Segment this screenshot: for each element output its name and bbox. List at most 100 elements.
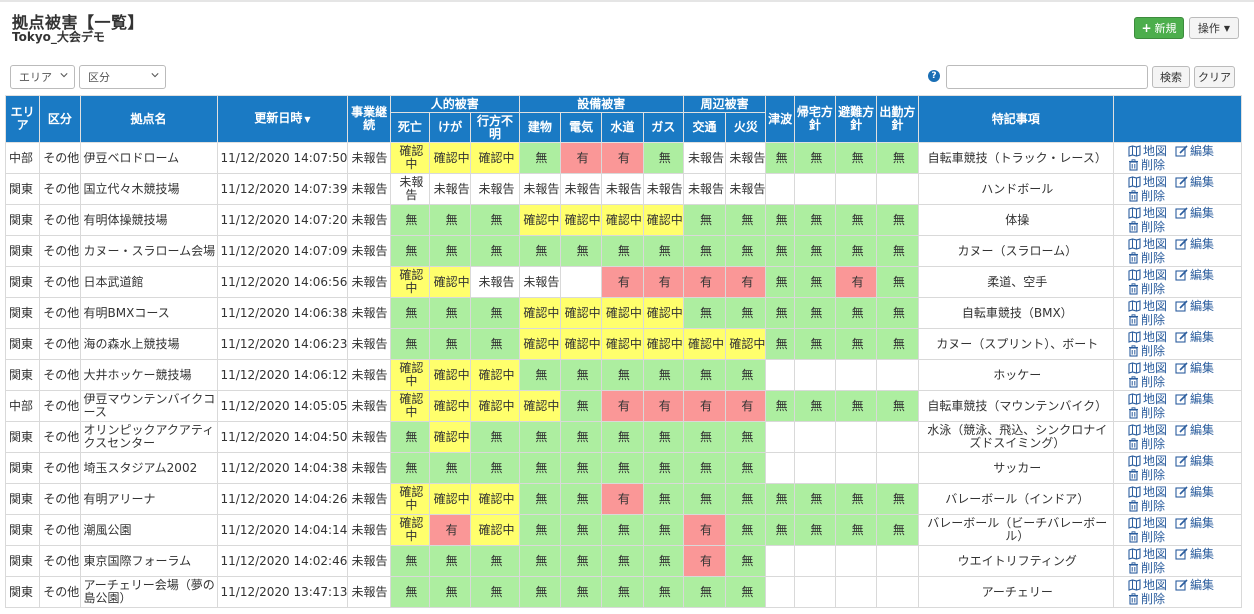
injury-status-cell: 無 [429,328,472,360]
table-row: 関東 その他 国立代々木競技場 11/12/2020 14:07:39 未報告 … [4,173,1243,205]
operations-dropdown-button[interactable]: 操作 ▼ [1189,17,1239,39]
search-input[interactable] [946,65,1148,89]
map-link[interactable]: 地図 [1128,144,1167,158]
kubun-cell: その他 [39,359,81,391]
map-link[interactable]: 地図 [1128,268,1167,282]
traffic-status-cell: 無 [682,204,727,236]
col-header-home[interactable]: 帰宅方針 [793,95,836,143]
edit-link[interactable]: 編集 [1175,547,1214,561]
map-link[interactable]: 地図 [1128,516,1167,530]
electric-status-cell: 無 [559,235,603,267]
delete-link[interactable]: 削除 [1128,592,1241,606]
col-header-traffic[interactable]: 交通 [682,112,727,143]
col-header-notes[interactable]: 特記事項 [917,95,1114,143]
search-button[interactable]: 検索 [1152,66,1190,88]
edit-link[interactable]: 編集 [1175,175,1214,189]
kubun-cell: その他 [39,452,81,484]
delete-link[interactable]: 削除 [1128,189,1241,203]
map-icon [1128,238,1141,250]
delete-link[interactable]: 削除 [1128,561,1241,575]
clear-button[interactable]: クリア [1194,66,1235,88]
map-link[interactable]: 地図 [1128,330,1167,344]
actions-cell: 地図 編集 削除 [1112,514,1243,546]
delete-link[interactable]: 削除 [1128,437,1241,451]
edit-link[interactable]: 編集 [1175,392,1214,406]
map-link[interactable]: 地図 [1128,237,1167,251]
name-cell: 東京国際フォーラム [79,545,218,577]
notes-cell: サッカー [917,452,1114,484]
gas-status-cell: 未報告 [642,173,684,205]
col-header-fire[interactable]: 火災 [725,112,767,143]
map-link[interactable]: 地図 [1128,299,1167,313]
edit-link-label: 編集 [1189,144,1214,158]
area-filter-select[interactable]: エリア [10,65,75,89]
map-link[interactable]: 地図 [1128,175,1167,189]
col-header-evac[interactable]: 避難方針 [834,95,878,143]
col-header-area[interactable]: エリア [4,95,41,143]
delete-link[interactable]: 削除 [1128,406,1241,420]
delete-link[interactable]: 削除 [1128,220,1241,234]
notes-cell: カヌー（スプリント）、ボート [917,328,1114,360]
delete-link[interactable]: 削除 [1128,375,1241,389]
map-link-label: 地図 [1142,206,1167,220]
electric-status-cell: 無 [559,514,603,546]
map-link-label: 地図 [1142,330,1167,344]
area-cell: 関東 [4,545,41,577]
map-link[interactable]: 地図 [1128,454,1167,468]
edit-link[interactable]: 編集 [1175,578,1214,592]
row-actions-top: 地図 編集 [1128,175,1241,189]
col-header-injury[interactable]: けが [429,112,472,143]
col-header-work[interactable]: 出勤方針 [876,95,919,143]
col-header-building[interactable]: 建物 [518,112,561,143]
delete-link[interactable]: 削除 [1128,499,1241,513]
map-icon [1128,207,1141,219]
delete-link-label: 削除 [1140,189,1165,203]
map-link[interactable]: 地図 [1128,206,1167,220]
edit-link[interactable]: 編集 [1175,361,1214,375]
edit-link[interactable]: 編集 [1175,237,1214,251]
edit-link[interactable]: 編集 [1175,330,1214,344]
col-header-updated[interactable]: 更新日時 ▼ [216,95,349,143]
delete-link[interactable]: 削除 [1128,530,1241,544]
edit-link[interactable]: 編集 [1175,144,1214,158]
col-header-continuity[interactable]: 事業継続 [347,95,391,143]
delete-link[interactable]: 削除 [1128,251,1241,265]
new-button[interactable]: + 新規 [1134,17,1184,39]
col-header-death[interactable]: 死亡 [389,112,431,143]
delete-link[interactable]: 削除 [1128,344,1241,358]
delete-link[interactable]: 削除 [1128,158,1241,172]
injury-status-cell: 無 [429,545,472,577]
map-link[interactable]: 地図 [1128,485,1167,499]
map-link[interactable]: 地図 [1128,547,1167,561]
delete-link[interactable]: 削除 [1128,468,1241,482]
edit-link[interactable]: 編集 [1175,206,1214,220]
delete-link[interactable]: 削除 [1128,313,1241,327]
tsunami-status-cell: 無 [765,235,795,267]
kubun-filter-select[interactable]: 区分 [79,65,166,89]
col-header-tsunami[interactable]: 津波 [765,95,795,143]
edit-link[interactable]: 編集 [1175,516,1214,530]
name-cell: 海の森水上競技場 [79,328,218,360]
help-icon[interactable]: ? [928,70,940,82]
col-header-missing[interactable]: 行方不明 [470,112,520,143]
col-header-water[interactable]: 水道 [601,112,644,143]
edit-link[interactable]: 編集 [1175,423,1214,437]
edit-link[interactable]: 編集 [1175,454,1214,468]
building-status-cell: 確認中 [518,297,561,329]
col-header-electric[interactable]: 電気 [559,112,603,143]
map-link-label: 地図 [1142,485,1167,499]
delete-link[interactable]: 削除 [1128,282,1241,296]
col-header-gas[interactable]: ガス [642,112,684,143]
map-link[interactable]: 地図 [1128,578,1167,592]
map-link[interactable]: 地図 [1128,423,1167,437]
edit-link[interactable]: 編集 [1175,268,1214,282]
map-icon [1128,517,1141,529]
col-header-name[interactable]: 拠点名 [79,95,218,143]
map-link[interactable]: 地図 [1128,392,1167,406]
col-header-kubun[interactable]: 区分 [39,95,81,143]
map-link[interactable]: 地図 [1128,361,1167,375]
edit-link[interactable]: 編集 [1175,485,1214,499]
home-status-cell: 無 [793,204,836,236]
edit-link[interactable]: 編集 [1175,299,1214,313]
notes-cell: ハンドボール [917,173,1114,205]
